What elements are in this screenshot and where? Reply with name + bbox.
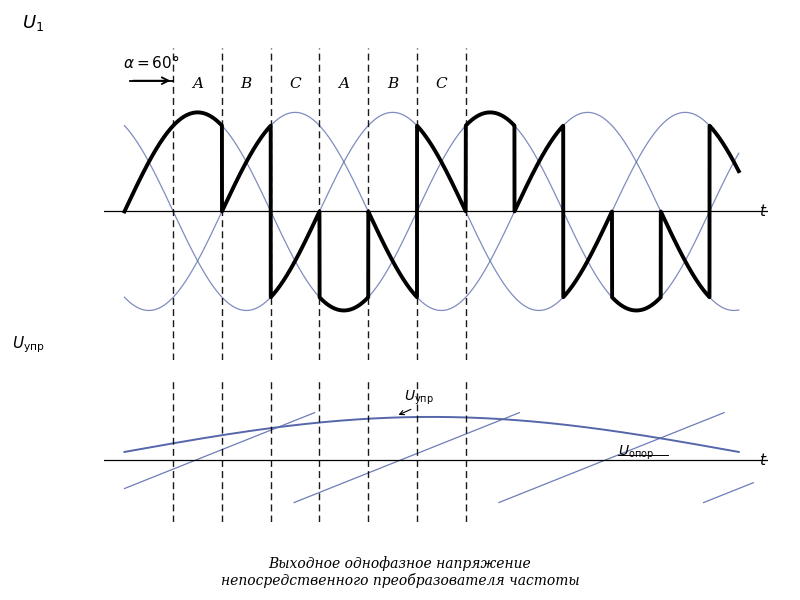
Text: $U_1$: $U_1$: [22, 13, 44, 33]
Text: Выходное однофазное напряжение
непосредственного преобразователя частоты: Выходное однофазное напряжение непосредс…: [221, 556, 579, 588]
Text: $U_{\rm опор}$: $U_{\rm опор}$: [618, 444, 654, 462]
Text: A: A: [192, 77, 203, 91]
Text: B: B: [241, 77, 252, 91]
Text: C: C: [290, 77, 301, 91]
Text: C: C: [435, 77, 447, 91]
Text: $\alpha = 60°$: $\alpha = 60°$: [123, 54, 179, 71]
Text: $t$: $t$: [759, 203, 768, 220]
Text: B: B: [387, 77, 398, 91]
Text: $t$: $t$: [759, 452, 768, 468]
Text: $U_{\rm упр}$: $U_{\rm упр}$: [404, 389, 434, 407]
Text: A: A: [338, 77, 350, 91]
Text: $U_{\rm упр}$: $U_{\rm упр}$: [11, 334, 44, 355]
